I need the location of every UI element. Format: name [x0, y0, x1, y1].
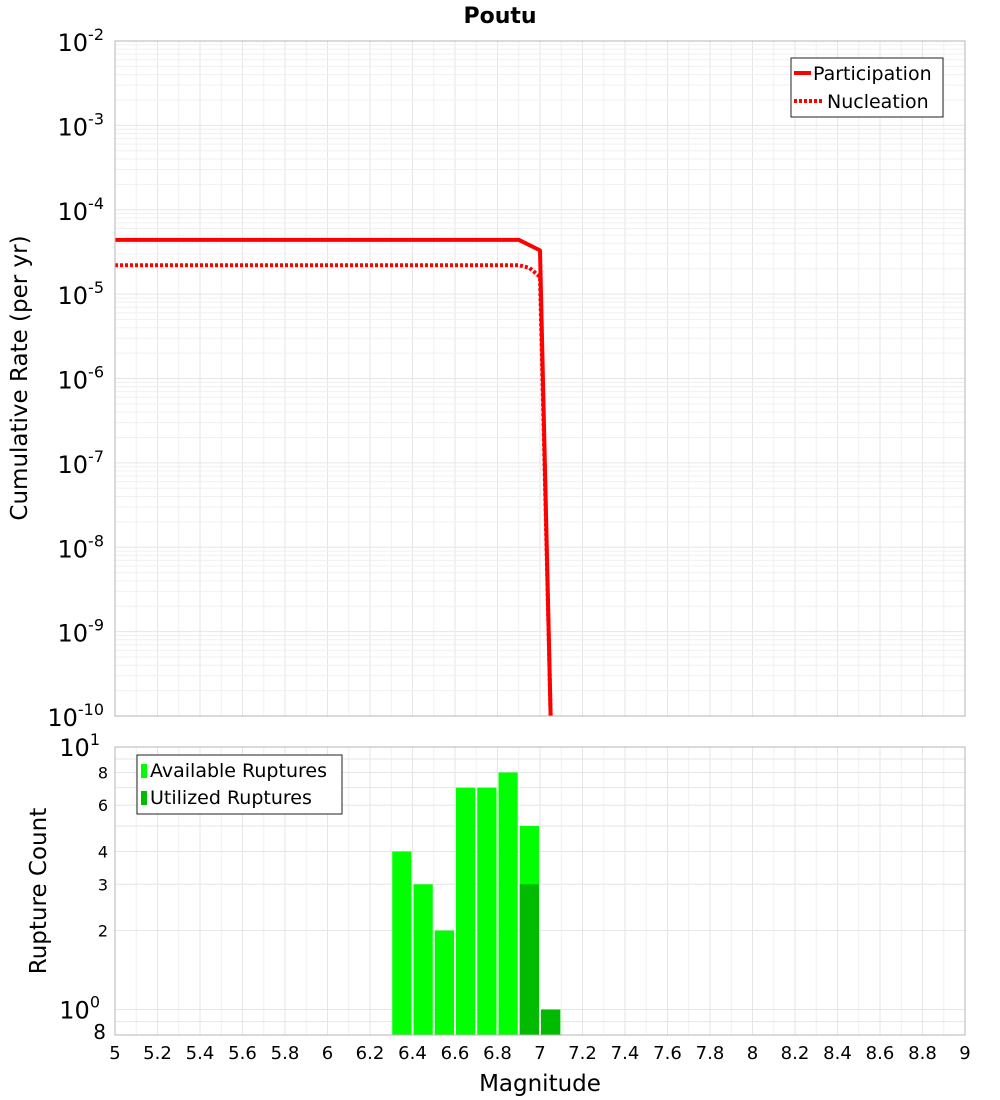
bar-utilized	[519, 884, 539, 1035]
x-tick-label: 9	[959, 1043, 970, 1064]
top-legend-box	[790, 57, 944, 118]
bar-available	[434, 930, 454, 1035]
top-legend: Participation Nucleation	[790, 57, 944, 118]
rupture-bars	[392, 772, 561, 1035]
x-tick-label: 8.4	[823, 1043, 852, 1064]
top-plot-grid	[114, 41, 966, 717]
bar-available	[477, 787, 497, 1035]
bottom-legend-box	[136, 754, 343, 815]
y-tick-label: 8	[98, 763, 108, 782]
x-tick-label: 5.8	[271, 1043, 300, 1064]
chart-title: Poutu	[463, 4, 536, 29]
x-tick-label: 5	[109, 1043, 120, 1064]
y-tick-label: 10-2	[58, 25, 105, 57]
legend-swatch-available	[141, 764, 147, 778]
top-plot-frame	[114, 40, 966, 717]
legend-swatch-utilized	[141, 791, 147, 805]
x-tick-label: 6.6	[441, 1043, 470, 1064]
x-axis-label: Magnitude	[479, 1071, 601, 1097]
y-tick-label: 101	[59, 730, 100, 762]
x-tick-label: 7	[534, 1043, 545, 1064]
x-tick-label: 8.2	[781, 1043, 810, 1064]
x-tick-label: 5.4	[186, 1043, 215, 1064]
x-tick-label: 6.4	[398, 1043, 427, 1064]
x-tick-label: 8.6	[866, 1043, 895, 1064]
x-tick-label: 6.2	[356, 1043, 385, 1064]
x-tick-label: 8	[747, 1043, 758, 1064]
bar-available	[392, 851, 412, 1035]
bottom-plot-frame	[114, 746, 966, 1036]
y-tick-label: 10-8	[58, 531, 105, 563]
bar-available	[498, 772, 518, 1035]
x-tick-label: 6	[322, 1043, 333, 1064]
y-tick-label: 10-4	[58, 194, 105, 226]
y-tick-label: 10-9	[58, 616, 105, 648]
bottom-legend: Available Ruptures Utilized Ruptures	[136, 754, 343, 815]
legend-label-available: Available Ruptures	[150, 760, 327, 782]
y-tick-label: 10-6	[58, 363, 105, 395]
x-tick-label: 5.2	[143, 1043, 172, 1064]
y-tick-label: 10-7	[58, 447, 105, 479]
legend-label-nucleation: Nucleation	[827, 91, 929, 113]
y-tick-label: 10-10	[47, 700, 104, 732]
bar-available	[456, 787, 476, 1035]
y-tick-label: 4	[98, 842, 108, 861]
x-tick-label: 7.4	[611, 1043, 640, 1064]
y-tick-label: 100	[59, 993, 100, 1025]
y-tick-label: 2	[98, 922, 108, 941]
x-tick-label: 7.6	[653, 1043, 682, 1064]
y-tick-label: 3	[98, 875, 108, 894]
rate-lines	[115, 237, 553, 717]
x-tick-label: 7.2	[568, 1043, 597, 1064]
legend-label-participation: Participation	[813, 63, 932, 85]
x-tick-label: 8.8	[908, 1043, 937, 1064]
bar-available	[413, 884, 433, 1035]
legend-label-utilized: Utilized Ruptures	[150, 787, 312, 809]
x-tick-label: 7.8	[696, 1043, 725, 1064]
y-tick-label: 6	[98, 796, 108, 815]
bottom-y-axis-label: Rupture Count	[26, 808, 52, 974]
x-tick-label: 5.6	[228, 1043, 257, 1064]
series-line-nucleation	[115, 263, 553, 717]
top-y-axis-label: Cumulative Rate (per yr)	[7, 235, 33, 520]
x-tick-label: 6.8	[483, 1043, 512, 1064]
y-tick-label: 10-5	[58, 278, 105, 310]
x-tick-labels: 5 5.2 5.4 5.6 5.8 6 6.2 6.4 6.6 6.8 7 7.2 7.4 7.6 7.8 8…	[109, 1043, 970, 1064]
y-tick-label: 10-3	[58, 109, 105, 141]
bar-utilized	[541, 1009, 561, 1035]
top-y-tick-labels: 10-2 10-3 10-4 10-5 10-6 10-7 10-8 10-9 10-10	[47, 25, 104, 732]
y-tick-label: 8	[93, 1020, 106, 1044]
